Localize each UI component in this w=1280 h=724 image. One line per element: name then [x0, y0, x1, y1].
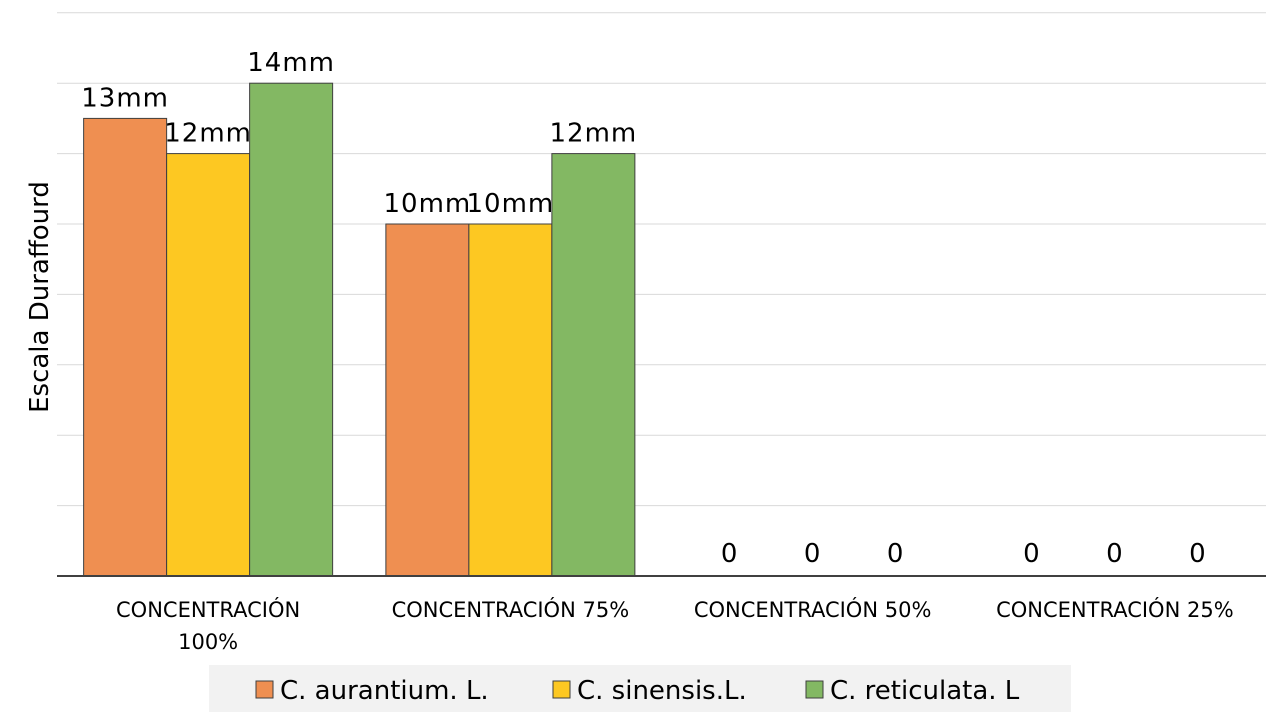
data-label-2-2: 10mm [467, 189, 555, 219]
category-label-4: CONCENTRACIÓN 25% [996, 597, 1234, 622]
legend-swatch-1 [255, 680, 274, 699]
legend-swatch-3 [805, 680, 824, 699]
bar-3-2 [551, 153, 636, 577]
data-label-3-2: 12mm [550, 119, 638, 149]
bar-1-2 [385, 223, 470, 577]
category-label-2: CONCENTRACIÓN 75% [392, 597, 630, 622]
category-labels: CONCENTRACIÓN 100% CONCENTRACIÓN 75% CONCEN… [116, 597, 1234, 654]
data-label-2-3: 0 [804, 539, 822, 569]
bar-3-1 [249, 82, 334, 577]
data-label-2-4: 0 [1106, 539, 1124, 569]
data-label-3-1: 14mm [247, 48, 335, 78]
legend-label-3: C. reticulata. L [830, 676, 1020, 706]
data-label-1-1: 13mm [81, 83, 169, 113]
legend: C. aurantium. L. C. sinensis.L. C. reticul… [209, 665, 1071, 712]
legend-label-2: C. sinensis.L. [577, 676, 747, 706]
data-label-3-4: 0 [1189, 539, 1207, 569]
bar-2-2 [468, 223, 553, 577]
data-label-1-3: 0 [721, 539, 739, 569]
legend-swatch-2 [552, 680, 571, 699]
data-label-3-3: 0 [887, 539, 905, 569]
bar-2-1 [166, 153, 251, 577]
legend-box [209, 665, 1071, 712]
bars [83, 82, 636, 577]
data-label-1-2: 10mm [384, 189, 472, 219]
legend-label-1: C. aurantium. L. [280, 676, 489, 706]
bar-1-1 [83, 117, 168, 577]
data-label-1-4: 0 [1023, 539, 1041, 569]
data-label-2-1: 12mm [164, 119, 252, 149]
category-label-1: CONCENTRACIÓN 100% [116, 597, 300, 654]
category-label-3: CONCENTRACIÓN 50% [694, 597, 932, 622]
y-axis-title: Escala Duraffourd [25, 181, 55, 413]
